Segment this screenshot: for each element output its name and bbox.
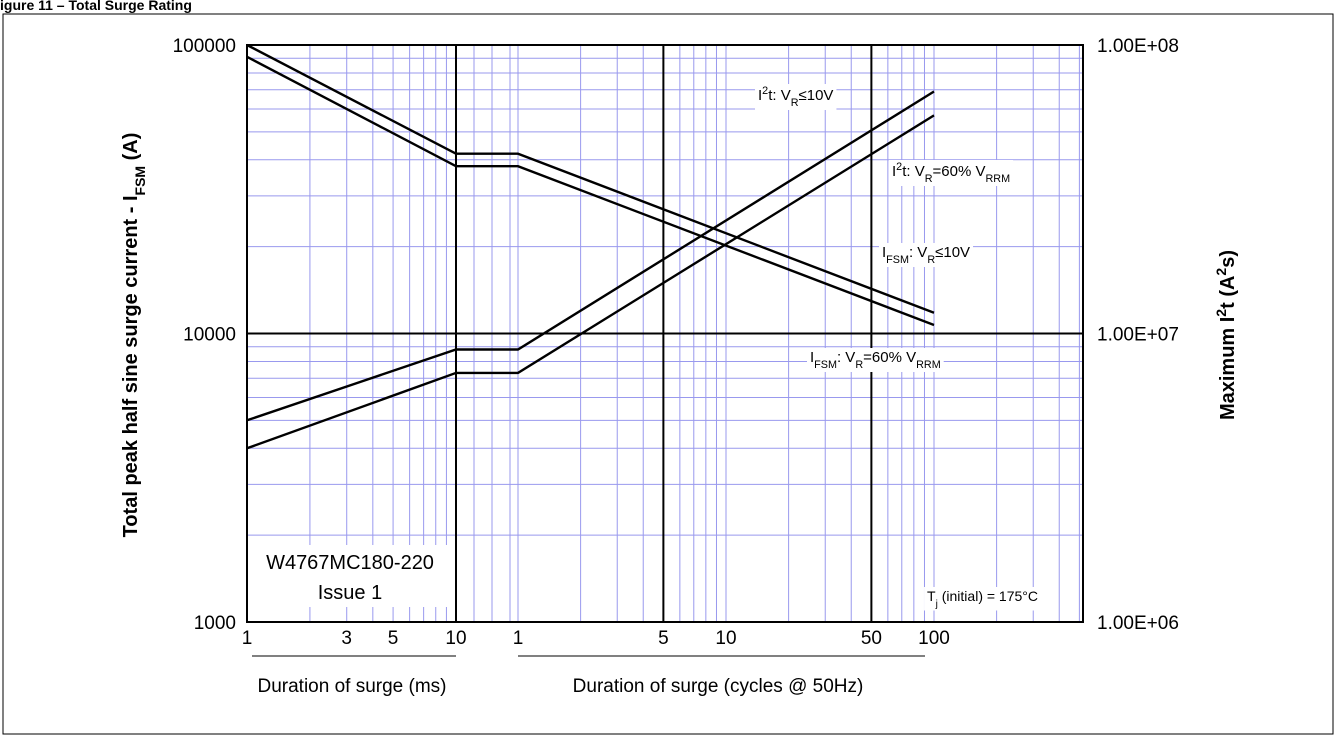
x-ms-axis-label: Duration of surge (ms) (257, 676, 446, 697)
y-right-tick-label: 1.00E+06 (1097, 613, 1179, 634)
x-cycles-tick-label: 5 (658, 628, 669, 649)
junction-temp-note-part: (initial) = 175°C (938, 588, 1038, 604)
x-cycles-tick-label: 50 (861, 628, 882, 649)
x-cycles-axis-label: Duration of surge (cycles @ 50Hz) (573, 676, 864, 697)
x-cycles-tick-label: 1 (513, 628, 524, 649)
part-number: W4767MC180-220 (266, 552, 434, 574)
y-right-axis-label-part: 2 (1213, 268, 1229, 276)
annotations: W4767MC180-220 Issue 1 Tj (initial) = 175°… (254, 545, 1041, 611)
series-label-3-part: : V (909, 244, 927, 261)
issue-number: Issue 1 (318, 582, 382, 604)
junction-temp-note: Tj (initial) = 175°C (924, 587, 1041, 611)
y-right-axis-label: Maximum I2t (A2s) (1213, 250, 1239, 420)
junction-temp-note-text: Tj (initial) = 175°C (927, 588, 1038, 610)
x-ms-tick-label: 3 (341, 628, 352, 649)
series-label-1-part: ≤10V (799, 87, 834, 104)
series-lines (246, 43, 935, 450)
y-left-axis-label: Total peak half sine surge current - IFS… (120, 133, 148, 538)
series-label-4-part: I (810, 349, 814, 366)
series-label-2-part: RRM (985, 173, 1010, 185)
series-label-4-part: =60% V (863, 349, 916, 366)
y-right-axis-label-text: Maximum I2t (A2s) (1213, 250, 1239, 420)
series-label-2-part: t: V (902, 163, 925, 180)
y-right-tick-label: 1.00E+07 (1097, 325, 1179, 346)
y-left-tick-label: 10000 (183, 325, 236, 346)
y-right-axis-label-part: s) (1217, 250, 1239, 268)
series-line-4 (246, 55, 935, 327)
x-cycles-tick-label: 100 (918, 628, 950, 649)
y-right-tick-label: 1.00E+08 (1097, 36, 1179, 57)
series-label-2-part: I (892, 163, 896, 180)
x-cycles-tick-label: 10 (715, 628, 736, 649)
series-label-3-part: I (882, 244, 886, 261)
series-label-1-part: t: V (768, 87, 791, 104)
series-label-3-bg (879, 243, 974, 267)
series-label-3-part: R (927, 254, 935, 266)
x-ms-tick-label: 10 (445, 628, 466, 649)
plot-frame (246, 44, 1084, 623)
series-label-2-part: 2 (896, 161, 902, 173)
figure-title: igure 11 – Total Surge Rating (0, 0, 192, 13)
series-label-3-part: ≤10V (935, 244, 970, 261)
series-label-2-part: R (925, 173, 933, 185)
series-label-4: IFSM: VR=60% VRRM (807, 348, 944, 372)
series-label-1-part: R (791, 97, 799, 109)
y-left-tick-label: 100000 (173, 36, 236, 57)
series-label-4-text: IFSM: VR=60% VRRM (810, 349, 941, 371)
series-label-3: IFSM: VR≤10V (879, 243, 974, 267)
series-label-1: I2t: VR≤10V (755, 84, 837, 110)
series-line-3 (246, 43, 935, 314)
x-ms-tick-label: 1 (242, 628, 253, 649)
y-right-axis-label-part: 2 (1213, 309, 1229, 317)
y-left-axis-label-part: FSM (132, 166, 148, 196)
series-label-4-bg (807, 348, 944, 372)
y-left-tick-label: 1000 (194, 613, 236, 634)
series-label-1-text: I2t: VR≤10V (758, 85, 833, 109)
y-left-axis-label-text: Total peak half sine surge current - IFS… (120, 133, 148, 538)
figure-border (2, 13, 1334, 735)
axis-ticks: 1000 10000 100000 1.00E+06 1.00E+07 1.00E+08 1… (120, 36, 1239, 697)
series-label-3-text: IFSM: VR≤10V (882, 244, 970, 266)
y-right-axis-label-part: t (A (1217, 276, 1239, 309)
y-left-axis-label-part: (A) (120, 133, 142, 166)
series-label-1-part: 2 (762, 85, 768, 97)
series-line-1 (246, 90, 935, 422)
junction-temp-note-part: j (935, 599, 938, 610)
series-label-2-text: I2t: VR=60% VRRM (892, 161, 1010, 185)
junction-temp-note-bg (924, 587, 1041, 611)
junction-temp-note-part: T (927, 588, 936, 604)
major-grid-lines (247, 45, 1083, 622)
series-label-1-bg (755, 84, 837, 110)
series-label-4-part: FSM (814, 359, 837, 371)
series-label-2-bg (889, 160, 1014, 186)
part-number-bg (254, 545, 449, 607)
series-label-1-part: I (758, 87, 762, 104)
series-label-4-part: : V (837, 349, 855, 366)
series-label-2-part: =60% V (933, 163, 986, 180)
x-ms-tick-label: 5 (388, 628, 399, 649)
y-right-axis-label-part: Maximum I (1217, 317, 1239, 420)
series-label-4-part: RRM (916, 359, 941, 371)
series-label-3-part: FSM (886, 254, 909, 266)
series-label-2: I2t: VR=60% VRRM (889, 160, 1014, 186)
series-line-2 (246, 114, 935, 450)
series-label-4-part: R (855, 359, 863, 371)
y-left-axis-label-part: Total peak half sine surge current - I (120, 195, 142, 537)
